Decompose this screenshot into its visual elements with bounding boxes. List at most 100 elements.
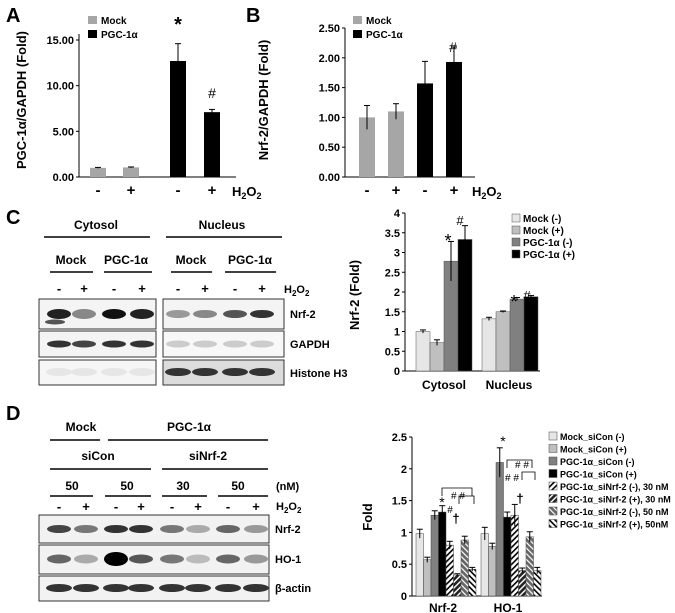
panel-d-legend-swatch [548, 456, 558, 466]
panel-a-legend-swatch-pgc [88, 30, 97, 38]
panel-d-dose-4: 50 [231, 479, 245, 493]
panel-d-bar [488, 546, 497, 597]
panel-d-treat-sign: + [252, 499, 260, 514]
panel-a-h2o2-label: H2O2 [232, 184, 262, 201]
panel-a-ylabel: PGC-1α/GAPDH (Fold) [14, 31, 29, 169]
panel-d-band-ho1 [104, 552, 128, 566]
panel-d-y-tick-label: 1 [401, 527, 407, 539]
panel-d-bar [423, 559, 432, 597]
panel-a-y-tick-label: 5.00 [53, 126, 74, 138]
panel-c-treat-sign: - [233, 281, 237, 296]
panel-c-band-nrf2 [223, 310, 247, 318]
panel-c-group-mock-cyt: Mock [56, 253, 87, 267]
panel-d-group-mock: Mock [66, 420, 97, 434]
panel-c-mark-star-nuc: * [510, 292, 517, 312]
panel-d-bar [468, 569, 477, 597]
panel-a-chart: PGC-1α/GAPDH (Fold) 0.00 5.00 10.00 15.00 M… [14, 14, 262, 201]
panel-d-band-ho1 [47, 554, 71, 564]
panel-c-y-tick-label: 3 [394, 248, 400, 260]
panel-c-ylabel: Nrf-2 (Fold) [347, 260, 362, 330]
panel-b-y-tick-label: 0.00 [319, 172, 340, 184]
panel-a-treat-4: + [208, 182, 217, 199]
panel-d-band-nrf2 [160, 525, 184, 533]
panel-c-section-nucleus: Nucleus [199, 218, 246, 232]
panel-d-dose-3: 30 [176, 479, 190, 493]
panel-d-chart: Fold 0 0.5 1 1.5 2 2.5 Mock_siCon (-) Mock_siC… [360, 431, 671, 613]
panel-d-band-ho1 [74, 554, 98, 564]
panel-c-legend-swatch [511, 225, 521, 235]
panel-c-y-tick-label: 2 [394, 287, 400, 299]
panel-c-band-nrf2 [102, 309, 126, 319]
panel-d-bar [503, 516, 512, 597]
panel-d-bar [518, 570, 527, 597]
panel-d-legend-item: PGC-1α_siCon (+) [560, 470, 637, 480]
panel-d-legend-item: PGC-1α_siNrf-2 (+), 50nM [560, 520, 668, 530]
panel-d-row-nrf2: Nrf-2 [275, 524, 301, 536]
panel-d-legend-item: PGC-1α_siNrf-2 (+), 30 nM [560, 495, 671, 505]
panel-d-dose-2: 50 [120, 479, 134, 493]
panel-d-band-actin [243, 584, 269, 592]
panel-d-band-ho1 [244, 554, 268, 564]
panel-c-chart: Nrf-2 (Fold) 0 0.5 1 1.5 2 2.5 3 3.5 4 Mock (-)M… [347, 208, 575, 392]
panel-c-band-h3 [222, 368, 248, 376]
panel-d-row-ho1: HO-1 [275, 554, 301, 566]
panel-c-band-nrf2 [130, 309, 154, 319]
panel-a-bar [204, 112, 220, 177]
panel-d-bar [533, 570, 542, 597]
panel-d-y-tick-label: 0 [401, 591, 407, 603]
panel-c-legend-item: PGC-1α (+) [523, 250, 575, 261]
panel-c-treat-sign: + [258, 281, 266, 296]
panel-d-unit: (nM) [276, 481, 300, 493]
panel-c-row-nrf2: Nrf-2 [290, 309, 316, 321]
panel-a-bar [170, 61, 186, 177]
panel-a-y-tick-label: 10.00 [46, 81, 74, 93]
panel-c-row-gapdh: GAPDH [290, 339, 330, 351]
panel-d-legend-item: PGC-1α_siNrf-2 (-), 50 nM [560, 507, 669, 517]
panel-d-band-actin [73, 584, 99, 592]
panel-b-y-tick-label: 0.50 [319, 142, 340, 154]
panel-c-legend-swatch [511, 249, 521, 259]
panel-d-mark-star-ho1: * [500, 433, 506, 449]
panel-b-chart: Nrf-2/GAPDH (Fold) 0.00 0.50 1.00 1.50 2.00 2… [256, 16, 502, 201]
panel-d-treat-sign: - [226, 499, 230, 514]
panel-d-bar [460, 539, 469, 597]
panel-letter-c: C [6, 207, 20, 229]
panel-c-band-h3 [165, 368, 191, 376]
panel-d-legend-swatch [548, 481, 558, 491]
panel-b-y-tick-label: 1.50 [319, 83, 340, 95]
panel-c-treat-sign: - [57, 281, 61, 296]
panel-c-treat-sign: + [201, 281, 209, 296]
panel-c-y-tick-label: 2.5 [385, 267, 400, 279]
panel-c-cat-cytosol: Cytosol [422, 378, 466, 392]
panel-c-mark-star-cyt: * [444, 231, 451, 251]
panel-d-band-nrf2 [244, 525, 268, 533]
panel-d-bracket [506, 459, 533, 468]
panel-d-mark-hash-ho1: # # [505, 473, 519, 484]
panel-d-bar [510, 514, 519, 597]
panel-a-treat-1: - [96, 182, 101, 199]
panel-d-band-ho1 [129, 554, 153, 564]
panel-letter-b: B [246, 5, 260, 27]
panel-c-y-tick-label: 4 [394, 208, 401, 220]
panel-c-band-gapdh [130, 340, 154, 348]
panel-d-band-actin [128, 584, 154, 592]
panel-d-cat-ho1: HO-1 [494, 601, 523, 613]
panel-c-band-gapdh [250, 340, 274, 348]
panel-d-band-nrf2 [216, 525, 240, 533]
panel-d-bar [480, 533, 489, 597]
panel-d-mark-hash-nrf2: # [447, 505, 453, 516]
panel-d-legend-item: PGC-1α_siNrf-2 (-), 30 nM [560, 482, 669, 492]
panel-d-y-tick-label: 1.5 [392, 496, 407, 508]
panel-c-band-gapdh [47, 340, 71, 348]
panel-d-band-nrf2 [129, 525, 153, 533]
panel-d-band-nrf2 [47, 525, 71, 533]
panel-a-bar [123, 167, 139, 177]
panel-a-y-tick-label: 15.00 [46, 35, 74, 47]
panel-d-band-actin [103, 584, 129, 592]
panel-c-blot: Cytosol Nucleus Mock PGC-1α Mock PGC-1α … [38, 218, 347, 386]
panel-d-legend-swatch [548, 494, 558, 503]
panel-d-blot: Mock PGC-1α siCon siNrf-2 50 50 30 50 (n… [38, 420, 311, 602]
panel-c-band-nrf2 [193, 310, 217, 318]
panel-d-band-ho1 [186, 554, 210, 564]
